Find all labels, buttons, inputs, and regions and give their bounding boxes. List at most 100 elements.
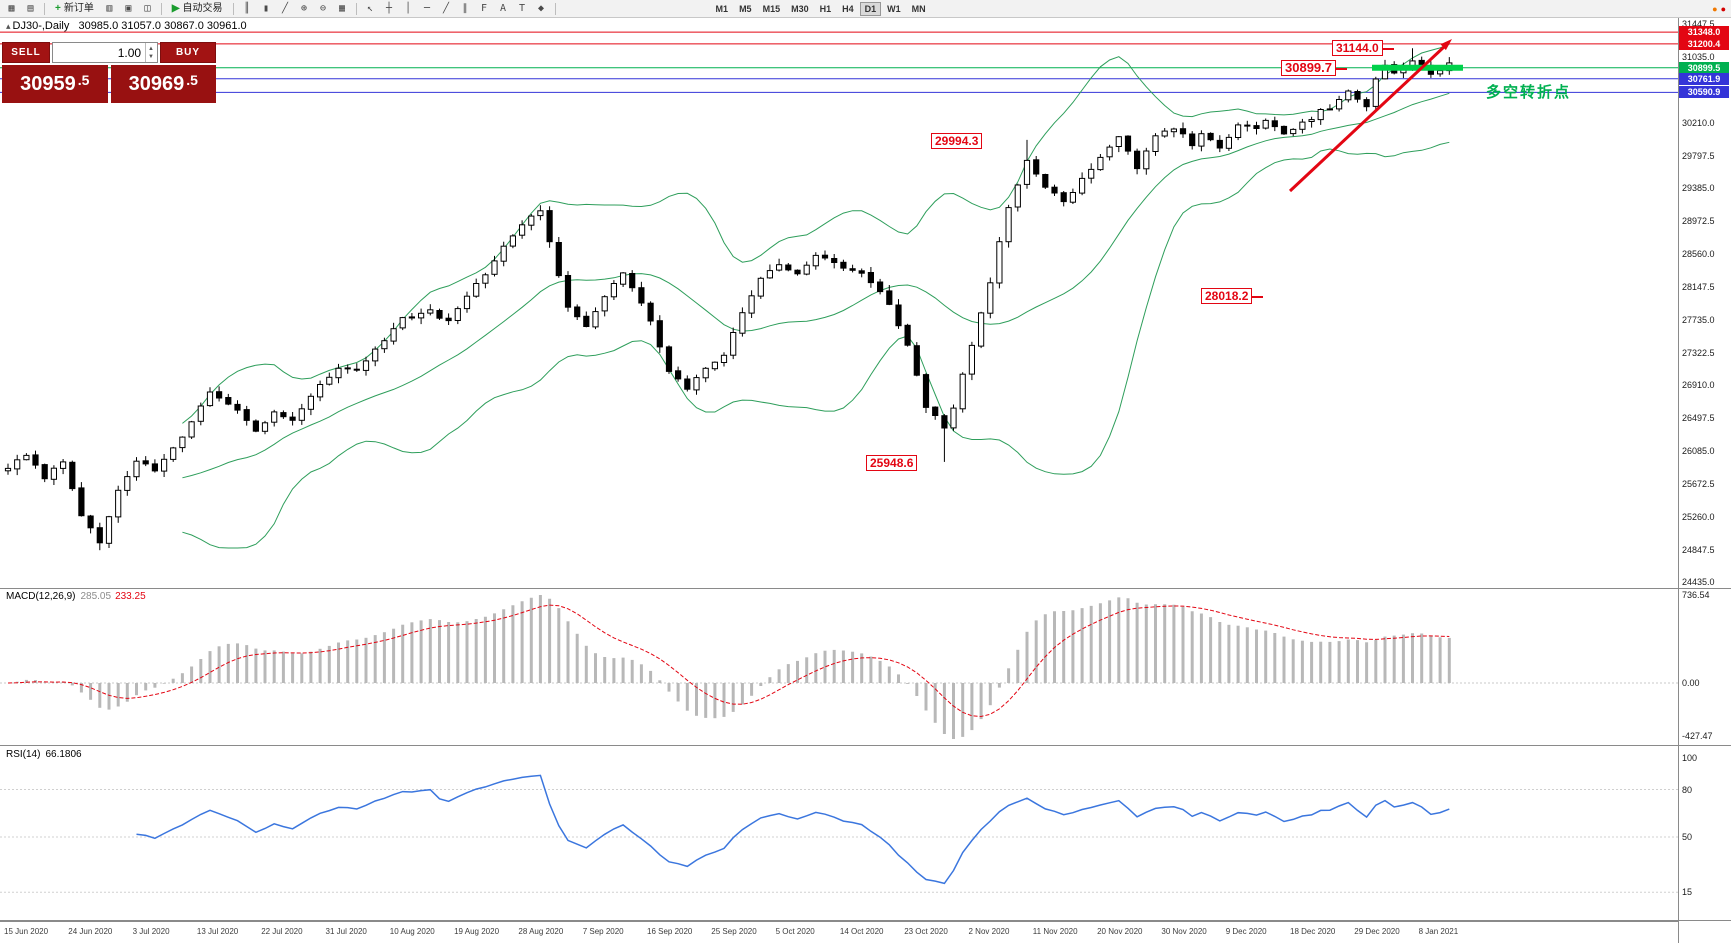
timeframe-m15[interactable]: M15 — [758, 2, 786, 16]
tile-windows-icon[interactable]: ▦ — [339, 2, 346, 14]
date-label: 16 Sep 2020 — [647, 927, 693, 936]
price-tick-label: 27735.0 — [1682, 314, 1715, 325]
date-label: 22 Jul 2020 — [261, 927, 303, 936]
text-icon[interactable]: A — [500, 2, 507, 14]
data-window-icon[interactable]: ▣ — [125, 2, 132, 14]
price-tick-label: 31447.5 — [1682, 19, 1715, 30]
volume-up-icon[interactable]: ▲ — [148, 45, 154, 52]
navigator-icon[interactable]: ◫ — [144, 2, 151, 14]
date-label: 3 Jul 2020 — [132, 927, 170, 936]
price-tag: 30590.9 — [1679, 86, 1729, 99]
fibonacci-icon[interactable]: F — [481, 2, 488, 14]
price-axis — [1678, 17, 1731, 943]
october-low-label[interactable]: 25948.6 — [866, 455, 918, 471]
price-tick-label: 28560.0 — [1682, 249, 1715, 260]
timeframe-h1[interactable]: H1 — [815, 2, 837, 16]
sell-button[interactable]: SELL — [2, 42, 50, 63]
symbol-marker-icon: ▴ — [6, 21, 11, 31]
rsi-name: RSI(14) — [6, 749, 41, 760]
date-label: 9 Dec 2020 — [1225, 927, 1267, 936]
buy-button[interactable]: BUY — [160, 42, 216, 63]
date-label: 10 Aug 2020 — [389, 927, 435, 936]
volume-value: 1.00 — [117, 45, 142, 60]
rsi-indicator-label: RSI(14) 66.1806 — [6, 749, 82, 760]
buy-price-frac: .5 — [186, 72, 198, 88]
timeframe-m30[interactable]: M30 — [786, 2, 814, 16]
chart-title: ▴ DJ30-,Daily 30985.0 31057.0 30867.0 309… — [6, 20, 247, 32]
horizontal-line-icon[interactable]: ─ — [424, 2, 431, 14]
macd-rsi-separator[interactable] — [0, 745, 1731, 746]
cursor-icon[interactable]: ↖ — [367, 2, 374, 14]
price-tick-label: 26497.5 — [1682, 413, 1715, 424]
price-tick-label: 27322.5 — [1682, 347, 1715, 358]
new-order-button[interactable]: + 新订单 — [50, 1, 99, 16]
auto-trading-button-label: 自动交易 — [182, 2, 223, 14]
trendline-icon[interactable]: ╱ — [443, 2, 450, 14]
timeframe-d1[interactable]: D1 — [859, 1, 882, 16]
price-tick-label: 29385.0 — [1682, 183, 1715, 194]
timeframe-m1[interactable]: M1 — [711, 2, 734, 16]
date-label: 23 Oct 2020 — [904, 927, 948, 936]
trend-arrow[interactable] — [1288, 39, 1452, 193]
crosshair-icon[interactable]: ┼ — [386, 2, 393, 14]
date-label: 20 Nov 2020 — [1097, 927, 1143, 936]
price-tick-label: 29797.5 — [1682, 150, 1715, 161]
one-click-trading-panel: SELL 1.00 ▲ ▼ BUY 30959 .5 30969 .5 — [2, 42, 216, 103]
new-chart-icon[interactable]: ▦ — [8, 2, 15, 14]
timeframe-h4[interactable]: H4 — [837, 2, 859, 16]
channel-icon[interactable]: ∥ — [462, 2, 468, 14]
main-macd-separator[interactable] — [0, 588, 1731, 589]
date-label: 14 Oct 2020 — [839, 927, 884, 936]
date-label: 18 Dec 2020 — [1290, 927, 1336, 936]
new-order-button-label: 新订单 — [63, 2, 94, 14]
timeframe-m5[interactable]: M5 — [734, 2, 757, 16]
swing-high-label[interactable]: 31144.0 — [1332, 40, 1394, 56]
support-price-label[interactable]: 30899.7 — [1281, 60, 1347, 76]
date-label: 11 Nov 2020 — [1032, 927, 1078, 936]
timeframe-mn[interactable]: MN — [907, 2, 931, 16]
ohlc-values: 30985.0 31057.0 30867.0 30961.0 — [78, 20, 247, 32]
alert-icon[interactable]: ● — [1712, 3, 1718, 14]
volume-input[interactable]: 1.00 ▲ ▼ — [52, 42, 158, 63]
price-tick-label: 31035.0 — [1682, 52, 1715, 63]
volume-spinner: ▲ ▼ — [145, 43, 156, 62]
buy-price-main: 30969 — [128, 72, 185, 95]
sell-price-main: 30959 — [20, 72, 76, 95]
macd-scale-max: 736.54 — [1682, 590, 1710, 600]
zoom-in-icon[interactable]: ⊕ — [301, 2, 308, 14]
price-level-lines[interactable] — [0, 31, 1678, 93]
date-label: 13 Jul 2020 — [196, 927, 239, 936]
price-tag: 30899.5 — [1679, 61, 1729, 74]
candlestick-type-icon[interactable]: ▮ — [263, 2, 270, 14]
line-chart-type-icon[interactable]: ╱ — [282, 2, 289, 14]
vertical-line-icon[interactable]: │ — [405, 2, 412, 14]
zoom-out-icon[interactable]: ⊖ — [320, 2, 327, 14]
price-tick-label: 28972.5 — [1682, 216, 1715, 227]
volume-down-icon[interactable]: ▼ — [148, 53, 154, 60]
chart-profiles-icon[interactable]: ▤ — [27, 2, 34, 14]
macd-scale-min: -427.47 — [1682, 731, 1713, 741]
toolbar-separator — [44, 2, 45, 15]
date-label: 30 Nov 2020 — [1161, 927, 1207, 936]
rsi-value: 66.1806 — [45, 749, 82, 760]
turning-point-annotation[interactable]: 多空转折点 — [1486, 84, 1572, 101]
bar-chart-type-icon[interactable]: ║ — [244, 2, 251, 14]
date-label: 2 Nov 2020 — [968, 927, 1010, 936]
price-tick-label: 30210.0 — [1682, 117, 1715, 128]
timeframe-toolbar: M1 M5 M15 M30 H1 H4 D1 W1 MN — [711, 1, 931, 16]
date-label: 8 Jan 2021 — [1418, 927, 1459, 936]
timeframe-w1[interactable]: W1 — [882, 2, 906, 16]
level-price-label[interactable]: 28018.2 — [1201, 288, 1264, 304]
shapes-icon[interactable]: ◆ — [538, 2, 545, 14]
label-icon[interactable]: T — [519, 2, 526, 14]
macd-main-value: 285.05 — [80, 591, 112, 602]
market-watch-icon[interactable]: ▥ — [106, 2, 113, 14]
news-icon[interactable]: ● — [1720, 3, 1726, 14]
november-high-label[interactable]: 29994.3 — [931, 133, 983, 149]
sell-price[interactable]: 30959 .5 — [2, 65, 108, 103]
price-tick-label: 28147.5 — [1682, 281, 1715, 292]
buy-price[interactable]: 30969 .5 — [110, 65, 216, 103]
symbol-period: DJ30-,Daily — [12, 20, 70, 32]
auto-trading-button[interactable]: ▶ 自动交易 — [167, 1, 228, 16]
